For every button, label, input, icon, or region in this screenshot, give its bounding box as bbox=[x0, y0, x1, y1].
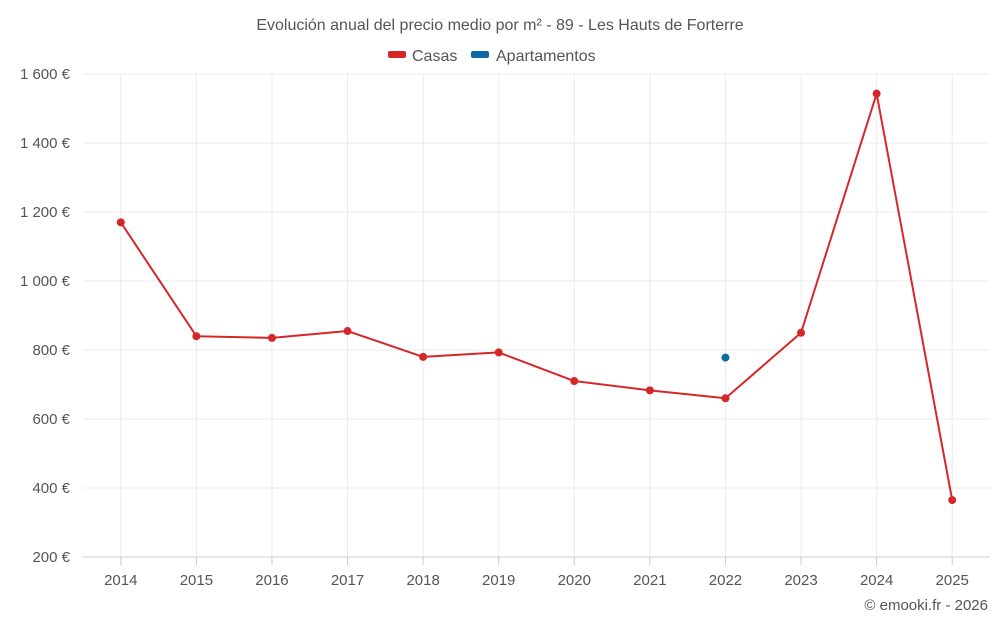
y-axis-labels: 200 € 400 € 600 € 800 € 1 000 € 1 200 € 1 400 … bbox=[20, 66, 71, 566]
y-tick-label: 1 200 € bbox=[20, 204, 71, 221]
chart-title: Evolución anual del precio medio por m² … bbox=[256, 17, 743, 34]
series-line-casas bbox=[119, 92, 954, 501]
x-tick-label: 2015 bbox=[180, 572, 213, 589]
y-tick-label: 400 € bbox=[32, 480, 70, 497]
x-tick-label: 2019 bbox=[482, 572, 515, 589]
legend-swatch-apartamentos bbox=[471, 51, 489, 58]
data-point-casas bbox=[343, 327, 352, 336]
data-point-casas bbox=[645, 386, 654, 395]
series-layer bbox=[116, 89, 957, 505]
data-point-casas bbox=[797, 328, 806, 337]
y-tick-label: 800 € bbox=[32, 342, 70, 359]
x-tick-label: 2021 bbox=[633, 572, 666, 589]
x-tick-label: 2014 bbox=[104, 572, 137, 589]
legend[interactable]: Casas Apartamentos bbox=[388, 48, 596, 65]
data-point-casas bbox=[419, 352, 428, 361]
legend-label-apartamentos: Apartamentos bbox=[496, 48, 596, 65]
legend-label-casas: Casas bbox=[412, 48, 457, 65]
y-tick-label: 600 € bbox=[32, 411, 70, 428]
x-tick-label: 2020 bbox=[558, 572, 591, 589]
x-tick-label: 2017 bbox=[331, 572, 364, 589]
legend-swatch-casas bbox=[388, 51, 406, 58]
data-point-casas bbox=[192, 332, 201, 341]
legend-item-casas[interactable]: Casas bbox=[388, 48, 457, 65]
y-tick-label: 1 400 € bbox=[20, 135, 71, 152]
y-tick-label: 200 € bbox=[32, 549, 70, 566]
data-point-apartamentos bbox=[721, 353, 730, 362]
x-tick-label: 2024 bbox=[860, 572, 893, 589]
x-tick-label: 2018 bbox=[406, 572, 439, 589]
data-point-casas bbox=[570, 377, 579, 386]
data-point-casas bbox=[721, 394, 730, 403]
x-tick-label: 2023 bbox=[784, 572, 817, 589]
y-tick-label: 1 600 € bbox=[20, 66, 71, 83]
x-tick-label: 2025 bbox=[936, 572, 969, 589]
credit-text: © emooki.fr - 2026 bbox=[864, 597, 988, 614]
y-tick-label: 1 000 € bbox=[20, 273, 71, 290]
x-tick-label: 2016 bbox=[255, 572, 288, 589]
x-gridlines bbox=[120, 74, 953, 565]
data-point-casas bbox=[494, 348, 503, 357]
data-point-casas bbox=[267, 333, 276, 342]
data-point-casas bbox=[872, 89, 881, 98]
legend-item-apartamentos[interactable]: Apartamentos bbox=[471, 48, 596, 65]
x-tick-label: 2022 bbox=[709, 572, 742, 589]
y-gridlines bbox=[83, 73, 990, 489]
data-point-casas bbox=[116, 218, 125, 227]
data-point-casas bbox=[948, 496, 957, 505]
x-axis-labels: 2014 2015 2016 2017 2018 2019 2020 2021 2022 2023… bbox=[104, 572, 969, 589]
